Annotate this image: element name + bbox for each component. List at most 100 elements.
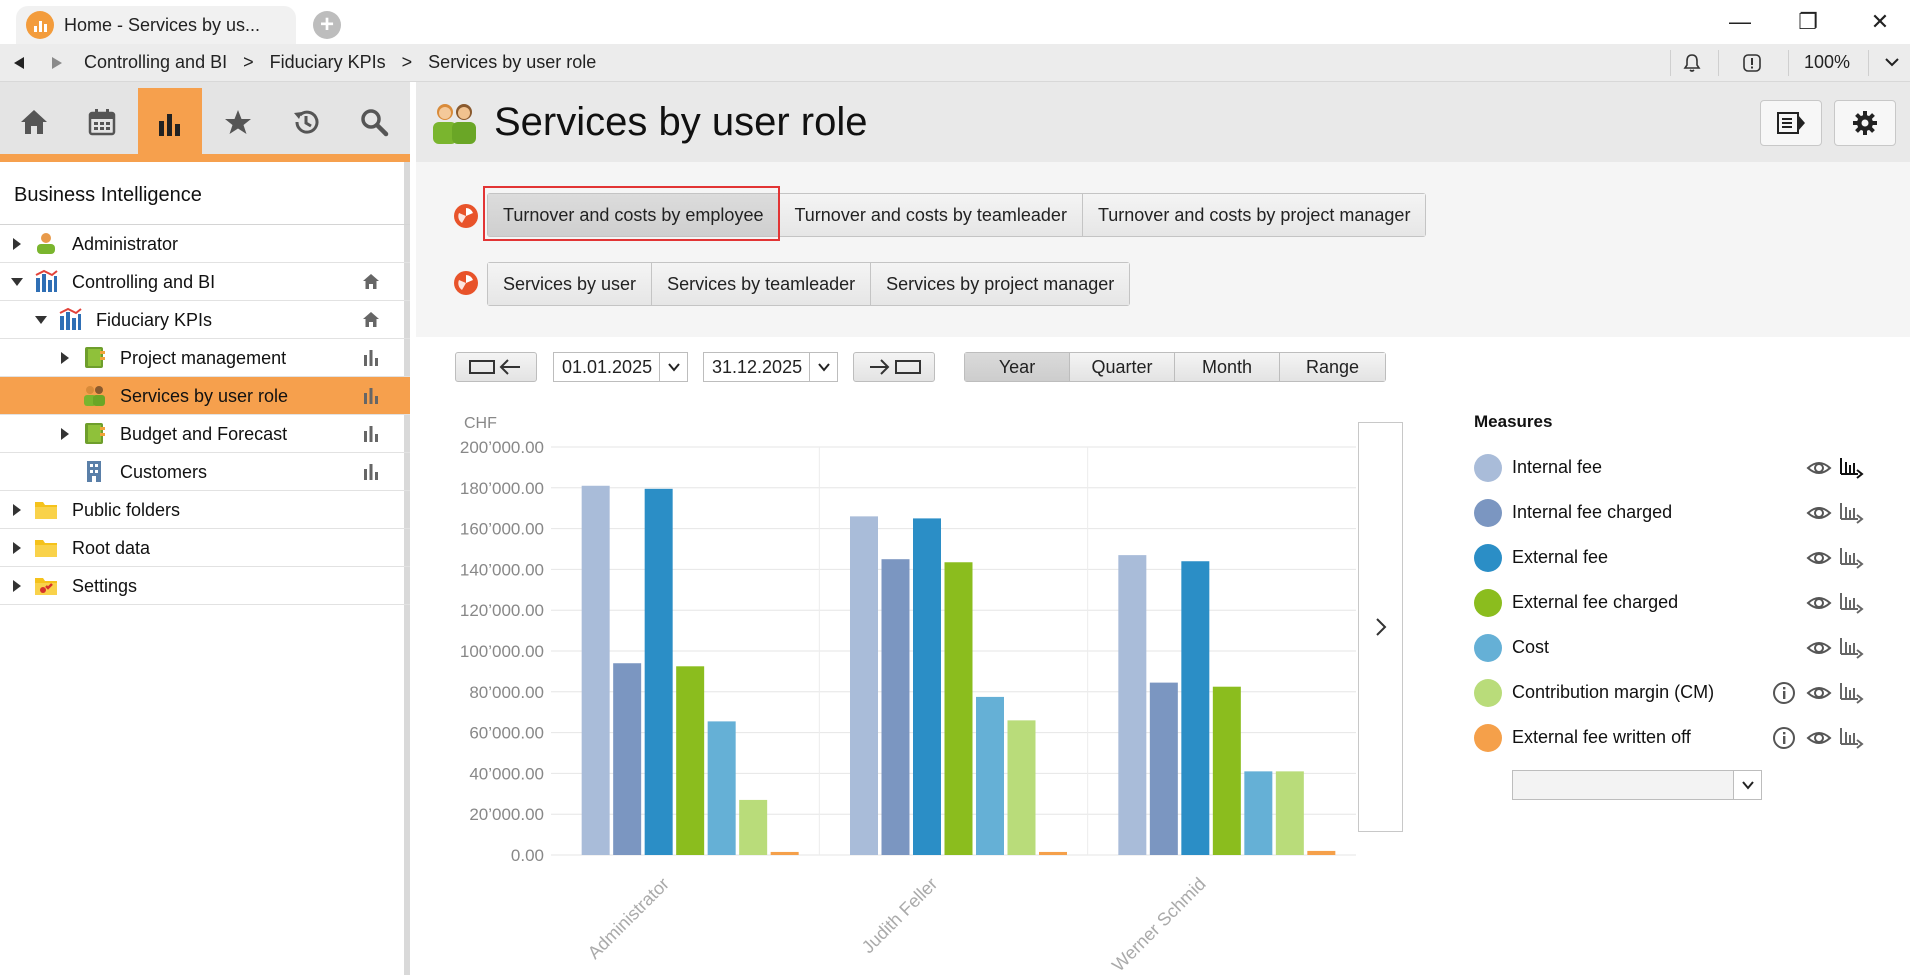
bar-werner-schmid-5 xyxy=(1275,771,1304,855)
tree-item-customers[interactable]: Customers xyxy=(0,453,410,491)
tree-item-public-folders[interactable]: Public folders xyxy=(0,491,410,529)
nav-tab-calendar[interactable] xyxy=(70,88,134,156)
nav-tab-history[interactable] xyxy=(274,88,338,156)
nav-tab-bi[interactable] xyxy=(138,88,202,162)
expand-icon[interactable] xyxy=(13,542,21,554)
nav-tab-favorites[interactable] xyxy=(206,88,270,156)
info-icon[interactable] xyxy=(1772,681,1796,705)
crumb-fiduciary[interactable]: Fiduciary KPIs xyxy=(269,52,386,72)
info-icon[interactable] xyxy=(1772,726,1796,750)
date-from-dropdown[interactable] xyxy=(659,353,687,381)
collapse-icon[interactable] xyxy=(35,316,47,324)
project-book-icon xyxy=(85,347,105,368)
bar-administrator-4 xyxy=(707,721,736,855)
date-from-field[interactable]: 01.01.2025 xyxy=(553,352,688,382)
tree-item-administrator[interactable]: Administrator xyxy=(0,225,410,263)
measure-color-swatch[interactable] xyxy=(1474,724,1502,752)
tree-item-label: Customers xyxy=(120,462,208,482)
eye-icon[interactable] xyxy=(1806,501,1832,525)
bar-chart-icon[interactable] xyxy=(362,387,380,405)
axis-assign-icon[interactable] xyxy=(1838,589,1866,617)
tree-item-services-by-user-role[interactable]: Services by user role xyxy=(0,377,410,415)
details-panel-button[interactable] xyxy=(1760,100,1822,146)
tree-item-root-data[interactable]: Root data xyxy=(0,529,410,567)
measure-color-swatch[interactable] xyxy=(1474,589,1502,617)
y-tick-label: 40’000.00 xyxy=(469,764,544,783)
next-period-button[interactable] xyxy=(853,352,935,382)
tree-item-label: Services by user role xyxy=(120,386,289,406)
crumb-controlling[interactable]: Controlling and BI xyxy=(84,52,228,72)
period-month-button[interactable]: Month xyxy=(1175,353,1280,381)
expand-icon[interactable] xyxy=(13,504,21,516)
minimize-icon[interactable]: — xyxy=(1729,9,1751,34)
tree-item-controlling-and-bi[interactable]: Controlling and BI xyxy=(0,263,410,301)
collapse-icon[interactable] xyxy=(11,278,23,286)
previous-period-button[interactable] xyxy=(455,352,537,382)
eye-icon[interactable] xyxy=(1806,591,1832,615)
axis-assign-icon[interactable] xyxy=(1838,679,1866,707)
measure-color-swatch[interactable] xyxy=(1474,634,1502,662)
axis-assign-icon[interactable] xyxy=(1838,724,1866,752)
services-by-teamleader-button[interactable]: Services by teamleader xyxy=(652,263,872,305)
expand-icon[interactable] xyxy=(13,580,21,592)
crumb-current[interactable]: Services by user role xyxy=(428,52,597,72)
turnover-by-employee-button[interactable]: Turnover and costs by employee xyxy=(488,194,780,236)
bar-administrator-1 xyxy=(613,663,642,855)
services-by-project-manager-button[interactable]: Services by project manager xyxy=(871,263,1130,305)
new-tab-icon[interactable]: + xyxy=(313,11,341,39)
alert-icon[interactable] xyxy=(1742,53,1762,73)
bar-chart-icon[interactable] xyxy=(362,425,380,443)
tree-item-project-management[interactable]: Project management xyxy=(0,339,410,377)
previous-period-icon xyxy=(469,359,520,375)
period-quarter-button[interactable]: Quarter xyxy=(1070,353,1175,381)
user-icon xyxy=(37,233,55,254)
chevron-down-icon xyxy=(667,363,680,372)
bar-chart-icon[interactable] xyxy=(362,463,380,481)
turnover-by-teamleader-button[interactable]: Turnover and costs by teamleader xyxy=(779,194,1083,236)
services-by-user-button[interactable]: Services by user xyxy=(488,263,653,305)
bell-icon[interactable] xyxy=(1682,53,1702,73)
chevron-down-icon[interactable] xyxy=(1884,56,1900,68)
home-icon[interactable] xyxy=(362,311,380,329)
axis-assign-icon[interactable] xyxy=(1838,499,1866,527)
measure-select-dropdown[interactable] xyxy=(1733,771,1761,799)
forward-icon[interactable] xyxy=(50,56,64,70)
tree-item-fiduciary-kpis[interactable]: Fiduciary KPIs xyxy=(0,301,410,339)
eye-icon[interactable] xyxy=(1806,456,1832,480)
measure-color-swatch[interactable] xyxy=(1474,454,1502,482)
axis-assign-icon[interactable] xyxy=(1838,634,1866,662)
browser-tab[interactable]: Home - Services by us... xyxy=(16,6,296,44)
close-icon[interactable]: ✕ xyxy=(1870,9,1890,34)
measure-color-swatch[interactable] xyxy=(1474,679,1502,707)
chart-next-button[interactable] xyxy=(1358,422,1403,832)
turnover-by-project-manager-button[interactable]: Turnover and costs by project manager xyxy=(1082,194,1426,236)
eye-icon[interactable] xyxy=(1806,636,1832,660)
eye-icon[interactable] xyxy=(1806,726,1832,750)
nav-tab-search[interactable] xyxy=(342,88,406,156)
expand-icon[interactable] xyxy=(61,428,69,440)
restore-icon[interactable]: ❐ xyxy=(1798,9,1818,34)
eye-icon[interactable] xyxy=(1806,681,1832,705)
tree-item-settings[interactable]: Settings xyxy=(0,567,410,605)
eye-icon[interactable] xyxy=(1806,546,1832,570)
axis-assign-icon[interactable] xyxy=(1838,544,1866,572)
zoom-level[interactable]: 100% xyxy=(1804,52,1851,72)
expand-icon[interactable] xyxy=(13,238,21,250)
period-year-button[interactable]: Year xyxy=(965,353,1070,381)
axis-assign-icon[interactable] xyxy=(1838,454,1866,482)
expand-icon[interactable] xyxy=(61,352,69,364)
measure-color-swatch[interactable] xyxy=(1474,544,1502,572)
nav-tab-home[interactable] xyxy=(2,88,66,156)
back-icon[interactable] xyxy=(12,56,26,70)
date-to-dropdown[interactable] xyxy=(809,353,837,381)
settings-button[interactable] xyxy=(1834,100,1896,146)
calendar-icon xyxy=(88,109,116,136)
bar-chart-icon[interactable] xyxy=(362,349,380,367)
period-range-button[interactable]: Range xyxy=(1280,353,1385,381)
tree-item-label: Budget and Forecast xyxy=(120,424,288,444)
measure-color-swatch[interactable] xyxy=(1474,499,1502,527)
measure-select[interactable] xyxy=(1512,770,1762,800)
tree-item-budget-and-forecast[interactable]: Budget and Forecast xyxy=(0,415,410,453)
date-to-field[interactable]: 31.12.2025 xyxy=(703,352,838,382)
home-icon[interactable] xyxy=(362,273,380,291)
